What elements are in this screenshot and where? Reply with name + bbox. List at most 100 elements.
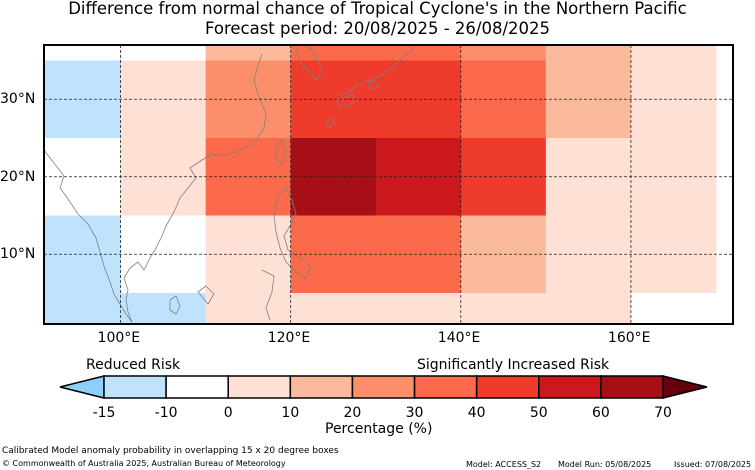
- footer-note: Calibrated Model anomaly probability in …: [2, 446, 339, 456]
- anomaly-cell: [120, 138, 207, 178]
- anomaly-cell: [375, 60, 462, 100]
- anomaly-cell: [545, 176, 632, 216]
- anomaly-cell: [205, 254, 292, 294]
- anomaly-cell: [44, 215, 122, 255]
- colorbar-bin: [413, 375, 478, 399]
- anomaly-cell: [290, 45, 377, 61]
- colorbar-tick-label: -15: [92, 405, 116, 421]
- anomaly-cell: [120, 99, 207, 139]
- anomaly-cell: [290, 254, 377, 294]
- model-run-date: Model Run: 05/08/2025: [558, 460, 652, 469]
- colorbar-tick-label: 70: [654, 405, 672, 421]
- colorbar-unit-label: Percentage (%): [325, 421, 433, 437]
- longitude-label: 140°E: [437, 330, 481, 346]
- issued-date: Issued: 07/08/2025: [674, 460, 752, 469]
- colorbar-bin: [538, 375, 602, 399]
- anomaly-cell: [545, 138, 632, 178]
- copyright-notice: © Commonwealth of Australia 2025, Austra…: [2, 459, 286, 468]
- anomaly-cell: [290, 176, 377, 216]
- anomaly-cell: [290, 293, 377, 325]
- longitude-label: 160°E: [607, 330, 651, 346]
- anomaly-cell: [44, 99, 122, 139]
- colorbar-bin: [103, 375, 167, 399]
- anomaly-cell: [545, 60, 632, 100]
- colorbar-bin: [351, 375, 416, 399]
- map-frame: [43, 44, 734, 325]
- longitude-label: 120°E: [267, 330, 311, 346]
- anomaly-cells: [44, 45, 717, 325]
- anomaly-cell: [205, 99, 292, 139]
- anomaly-cell: [460, 254, 547, 294]
- colorbar-tick-label: 0: [223, 405, 233, 421]
- colorbar-bin: [227, 375, 292, 399]
- coastline-outline: [43, 45, 417, 323]
- latitude-label: 10°N: [0, 246, 36, 263]
- anomaly-cell: [205, 138, 292, 178]
- anomaly-cell: [460, 60, 547, 100]
- anomaly-cell: [375, 293, 462, 325]
- anomaly-cell: [205, 215, 292, 255]
- anomaly-cell: [630, 254, 717, 294]
- anomaly-cell: [290, 99, 377, 139]
- latitude-label: 30°N: [0, 91, 36, 108]
- anomaly-cell: [44, 293, 122, 325]
- anomaly-cell: [205, 176, 292, 216]
- anomaly-cell: [375, 215, 462, 255]
- colorbar-tick-label: 20: [343, 405, 362, 421]
- anomaly-cell: [375, 45, 462, 61]
- anomaly-cell: [44, 45, 122, 61]
- anomaly-cell: [630, 176, 717, 216]
- colorbar-bin: [289, 375, 354, 399]
- colorbar: [59, 375, 708, 399]
- anomaly-cell: [545, 99, 632, 139]
- anomaly-cell: [460, 99, 547, 139]
- anomaly-cell: [44, 138, 122, 178]
- colorbar-tick-label: 30: [405, 405, 424, 421]
- anomaly-cell: [545, 215, 632, 255]
- chart-title: Difference from normal chance of Tropica…: [68, 0, 687, 18]
- anomaly-cell: [545, 254, 632, 294]
- colorbar-tick-label: 40: [467, 405, 486, 421]
- anomaly-cell: [120, 60, 207, 100]
- anomaly-cell: [375, 254, 462, 294]
- model-name: Model: ACCESS_S2: [466, 460, 542, 469]
- anomaly-cell: [630, 45, 717, 61]
- anomaly-cell: [290, 215, 377, 255]
- anomaly-cell: [460, 138, 547, 178]
- reduced-risk-label: Reduced Risk: [86, 357, 181, 373]
- anomaly-cell: [120, 215, 207, 255]
- anomaly-cell: [460, 215, 547, 255]
- anomaly-cell: [630, 60, 717, 100]
- anomaly-cell: [44, 254, 122, 294]
- anomaly-cell: [44, 60, 122, 100]
- anomaly-cell: [205, 293, 292, 325]
- anomaly-cell: [120, 293, 207, 325]
- colorbar-tick-label: -10: [154, 405, 178, 421]
- increased-risk-label: Significantly Increased Risk: [417, 357, 610, 373]
- anomaly-cell: [290, 60, 377, 100]
- colorbar-bin: [165, 375, 229, 399]
- anomaly-cell: [205, 60, 292, 100]
- anomaly-cell: [205, 45, 292, 61]
- anomaly-cell: [375, 138, 462, 178]
- colorbar-bin: [475, 375, 540, 399]
- anomaly-cell: [120, 254, 207, 294]
- colorbar-bin: [600, 375, 664, 399]
- anomaly-cell: [630, 293, 717, 325]
- anomaly-cell: [545, 293, 632, 325]
- longitude-label: 100°E: [97, 330, 141, 346]
- anomaly-cell: [120, 45, 207, 61]
- anomaly-cell: [290, 138, 377, 178]
- anomaly-cell: [460, 45, 547, 61]
- anomaly-cell: [375, 176, 462, 216]
- anomaly-cell: [375, 99, 462, 139]
- colorbar-under-arrow: [59, 375, 105, 399]
- colorbar-tick-label: 50: [529, 405, 548, 421]
- colorbar-over-arrow: [662, 375, 708, 399]
- anomaly-cell: [630, 138, 717, 178]
- colorbar-tick-label: 60: [591, 405, 610, 421]
- forecast-period: Forecast period: 20/08/2025 - 26/08/2025: [204, 19, 551, 38]
- anomaly-cell: [460, 176, 547, 216]
- latitude-label: 20°N: [0, 168, 36, 185]
